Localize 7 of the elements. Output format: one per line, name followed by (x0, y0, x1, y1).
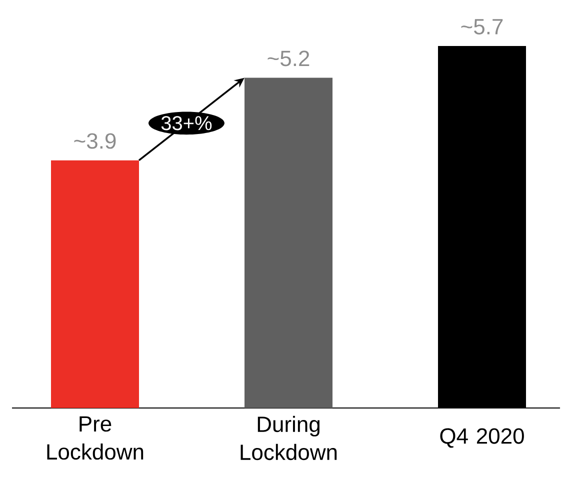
x-tick-label: During Lockdown (240, 416, 337, 460)
data-label: ~5.2 (268, 50, 310, 66)
data-label: ~3.9 (74, 133, 116, 149)
x-tick-label: Pre Lockdown (47, 416, 144, 460)
data-label: ~5.7 (461, 19, 503, 34)
x-tick-label: Q4 2020 (440, 428, 524, 448)
annotation: 33+% (161, 116, 212, 130)
